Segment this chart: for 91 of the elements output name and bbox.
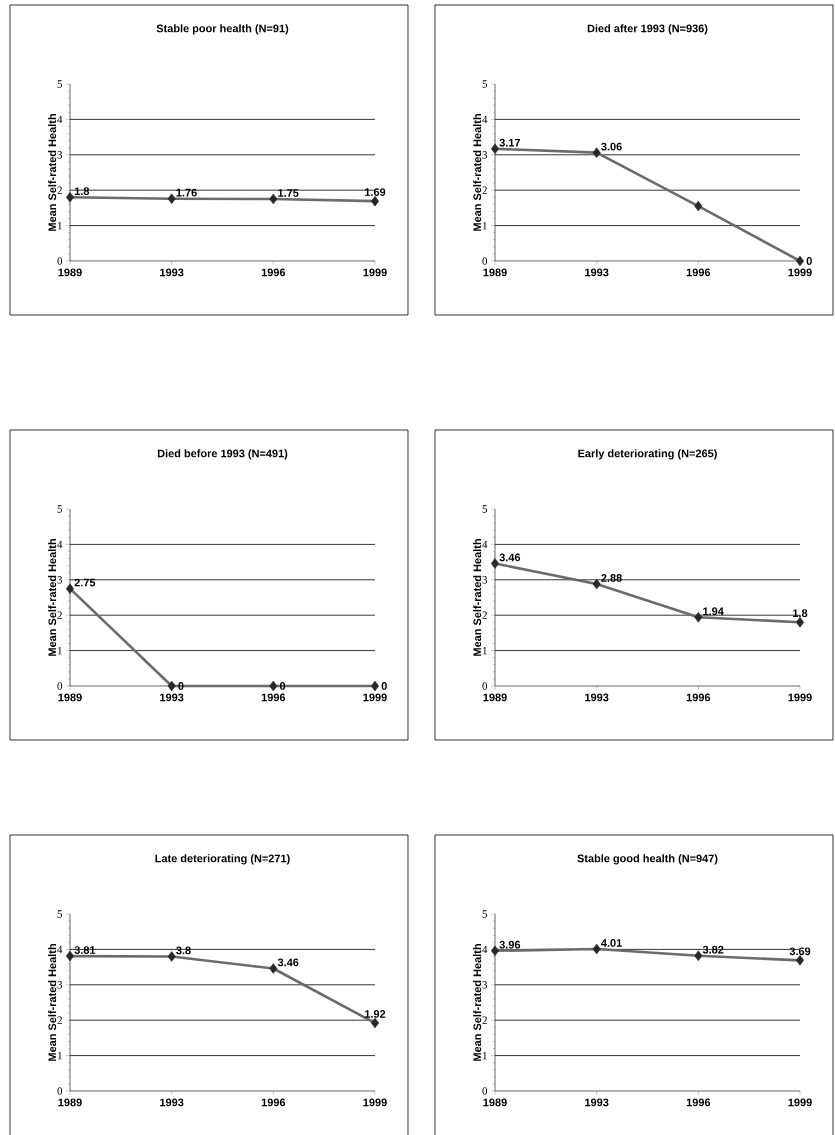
chart-title: Late deteriorating (N=271) [155,854,290,865]
x-tick-label: 1996 [686,1098,711,1107]
x-tick-label: 1999 [788,268,812,277]
y-tick-label: 3 [57,981,63,989]
data-label: 3.06 [601,142,622,151]
x-tick-label: 1999 [363,268,387,277]
y-tick-label: 4 [482,540,488,548]
data-label: 3.46 [499,553,521,562]
y-tick-label: 5 [57,505,63,513]
y-tick-label: 3 [482,981,488,989]
data-label: 3.69 [789,947,811,956]
chart-title: Stable poor health (N=91) [156,24,289,35]
x-tick-label: 1993 [585,1098,609,1107]
x-tick-label: 1993 [585,268,609,277]
x-tick-label: 1996 [261,1098,286,1107]
data-label: 3.17 [499,138,521,147]
y-tick-label: 5 [482,505,488,513]
chart-title: Died before 1993 (N=491) [157,449,288,460]
data-label: 1.69 [365,188,386,196]
x-tick-label: 1993 [585,693,609,702]
data-label: 4.01 [601,939,622,947]
y-tick-label: 3 [482,576,488,584]
y-tick-label: 3 [57,576,63,584]
data-label: 2.75 [74,578,96,587]
y-tick-label: 4 [482,945,488,953]
x-tick-label: 1999 [363,1098,387,1107]
y-tick-label: 0 [57,1087,63,1095]
y-tick-label: 1 [57,221,62,230]
x-tick-label: 1989 [483,693,507,702]
data-label: 1.92 [365,1010,386,1018]
data-label: 3.46 [277,958,299,967]
y-tick-label: 2 [57,611,62,619]
x-tick-label: 1996 [261,268,286,277]
x-tick-label: 1996 [686,693,711,702]
y-axis-title: Mean Self-rated Health [48,944,57,1061]
y-tick-label: 1 [57,646,62,655]
y-axis-title: Mean Self-rated Health [473,539,482,656]
y-tick-label: 1 [482,646,487,655]
y-tick-label: 0 [57,257,63,265]
chart-title: Early deteriorating (N=265) [578,449,717,460]
x-tick-label: 1996 [686,268,711,277]
data-label: 0 [279,682,286,690]
y-tick-label: 3 [482,151,488,159]
y-tick-label: 0 [57,682,63,690]
y-tick-label: 0 [482,257,488,265]
x-tick-label: 1996 [261,693,286,702]
x-tick-label: 1993 [160,268,184,277]
y-tick-label: 3 [57,151,63,159]
x-tick-label: 1999 [363,693,387,702]
x-tick-label: 1989 [58,1098,82,1107]
y-tick-label: 4 [57,945,63,953]
data-label: 1.75 [278,189,299,197]
data-label: 0 [178,682,184,690]
y-tick-label: 2 [57,186,62,194]
x-tick-label: 1989 [483,1098,507,1107]
y-tick-label: 2 [57,1016,62,1024]
y-tick-label: 5 [57,80,63,88]
y-tick-label: 4 [482,115,488,123]
x-tick-label: 1999 [788,1098,812,1107]
x-tick-label: 1993 [160,693,184,702]
y-axis-title: Mean Self-rated Health [473,944,482,1061]
y-tick-label: 2 [482,1016,487,1024]
y-tick-label: 5 [482,910,488,918]
y-tick-label: 1 [57,1051,62,1060]
data-label: 1.8 [74,187,90,196]
data-label: 0 [806,257,812,265]
y-tick-label: 2 [482,186,487,194]
data-label: 3.96 [499,940,521,949]
data-label: 1.94 [703,607,724,616]
y-tick-label: 5 [57,910,63,918]
y-tick-label: 4 [57,540,63,548]
x-tick-label: 1989 [58,693,82,702]
y-tick-label: 0 [482,682,488,690]
x-tick-label: 1989 [483,268,507,277]
y-tick-label: 0 [482,1087,488,1095]
y-tick-label: 5 [482,80,488,88]
y-tick-label: 2 [482,611,487,619]
data-label: 0 [381,682,387,690]
chart-title: Stable good health (N=947) [577,854,718,865]
chart-title: Died after 1993 (N=936) [587,24,708,35]
y-tick-label: 1 [482,1051,487,1060]
y-tick-label: 1 [482,221,487,230]
data-label: 1.76 [176,188,197,197]
data-label: 1.8 [793,609,808,618]
y-axis-title: Mean Self-rated Health [48,539,57,656]
x-tick-label: 1999 [788,693,812,702]
y-tick-label: 4 [57,115,63,123]
y-axis-title: Mean Self-rated Health [473,114,482,231]
y-axis-title: Mean Self-rated Health [48,114,57,231]
x-tick-label: 1993 [160,1098,184,1107]
x-tick-label: 1989 [58,268,82,277]
